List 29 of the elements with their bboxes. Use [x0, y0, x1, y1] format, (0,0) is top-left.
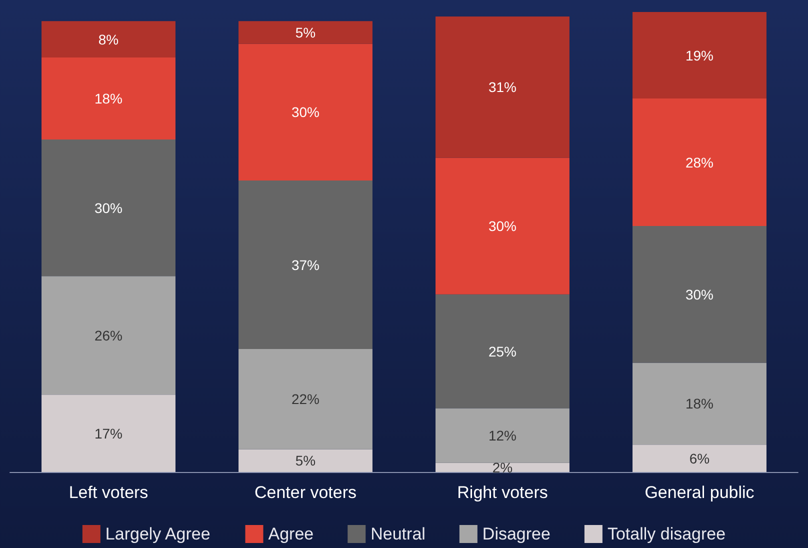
data-label: 17% [94, 425, 123, 442]
data-label: 26% [94, 327, 123, 344]
data-label: 19% [685, 47, 714, 64]
data-label: 31% [488, 79, 517, 96]
data-label: 30% [685, 286, 714, 302]
legend-label: Largely Agree [105, 524, 210, 544]
data-label: 37% [291, 256, 320, 273]
data-label: 5% [295, 452, 316, 469]
data-label: 12% [488, 428, 517, 444]
data-label: 28% [685, 154, 714, 170]
data-label: 18% [94, 90, 123, 107]
data-label: 2% [492, 459, 513, 476]
x-tick-label: General public [644, 483, 755, 502]
legend-label: Neutral [370, 524, 426, 544]
data-label: 22% [291, 391, 320, 408]
data-label: 25% [488, 343, 517, 360]
data-label: 30% [94, 200, 123, 216]
x-tick-label: Right voters [457, 483, 548, 502]
data-label: 30% [488, 218, 517, 234]
data-label: 6% [689, 450, 710, 466]
data-label: 8% [98, 31, 119, 48]
legend-label: Totally disagree [607, 524, 726, 544]
data-label: 30% [291, 104, 320, 120]
x-tick-label: Center voters [254, 483, 357, 502]
data-label: 5% [295, 24, 316, 40]
legend-label: Disagree [482, 524, 550, 544]
legend-label: Agree [268, 524, 314, 544]
data-label: 18% [685, 396, 714, 412]
x-tick-label: Left voters [68, 483, 148, 502]
